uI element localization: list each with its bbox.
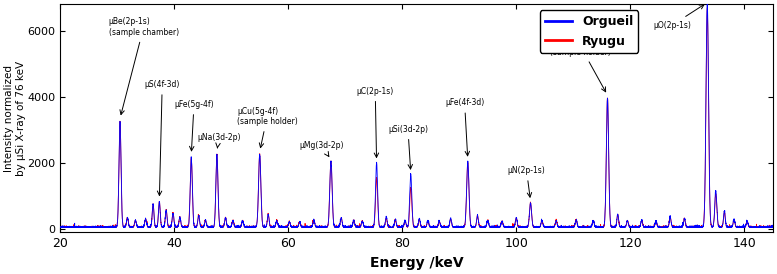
Text: μNa(3d-2p): μNa(3d-2p) xyxy=(197,133,240,148)
Text: μBe(2p-1s)
(sample chamber): μBe(2p-1s) (sample chamber) xyxy=(109,17,179,115)
Text: μN(2p-1s): μN(2p-1s) xyxy=(507,166,545,197)
Text: μCu(5g-4f)
(sample holder): μCu(5g-4f) (sample holder) xyxy=(237,107,298,148)
X-axis label: Energy /keV: Energy /keV xyxy=(370,256,463,270)
Y-axis label: Intensity normalized
by μSi X-ray of 76 keV: Intensity normalized by μSi X-ray of 76 … xyxy=(4,61,26,176)
Text: μSi(3d-2p): μSi(3d-2p) xyxy=(388,125,428,169)
Legend: Orgueil, Ryugu: Orgueil, Ryugu xyxy=(539,10,638,53)
Text: μS(4f-3d): μS(4f-3d) xyxy=(145,80,180,195)
Text: μC(2p-1s): μC(2p-1s) xyxy=(357,87,394,158)
Text: μFe(4f-3d): μFe(4f-3d) xyxy=(445,98,484,156)
Text: μFe(5g-4f): μFe(5g-4f) xyxy=(174,100,214,151)
Text: μCu(4f-3d)
(sample holder): μCu(4f-3d) (sample holder) xyxy=(550,37,611,92)
Text: μMg(3d-2p): μMg(3d-2p) xyxy=(300,141,344,156)
Text: μO(2p-1s): μO(2p-1s) xyxy=(653,5,704,30)
